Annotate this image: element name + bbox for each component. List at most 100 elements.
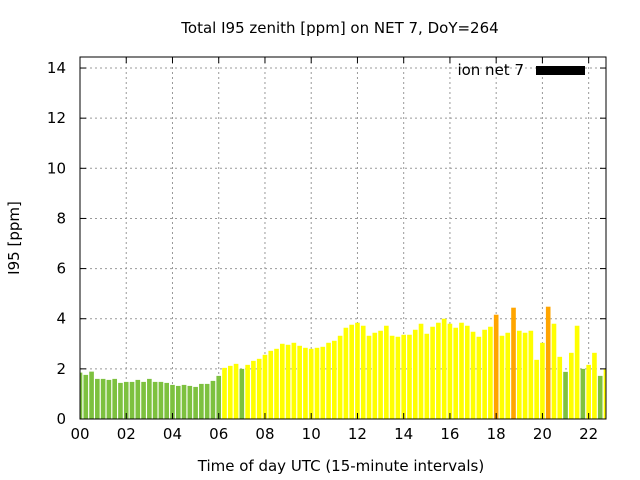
bar: [216, 375, 222, 419]
bar: [337, 335, 343, 419]
bar: [245, 364, 250, 419]
bar: [557, 356, 563, 419]
bar: [285, 344, 291, 419]
bar: [233, 363, 239, 419]
plot-border: [79, 56, 607, 420]
bar: [349, 324, 354, 419]
bar: [389, 335, 395, 419]
bar: [384, 325, 389, 419]
x-tick-label: 16: [440, 425, 459, 443]
bar: [308, 348, 314, 419]
bar: [516, 330, 522, 419]
bar: [123, 381, 129, 419]
x-tick-label: 04: [163, 425, 182, 443]
x-tick-label: 02: [117, 425, 136, 443]
bar: [187, 385, 193, 419]
bar: [563, 371, 568, 419]
bar: [181, 384, 187, 419]
bar: [482, 329, 487, 419]
bar: [204, 383, 210, 419]
y-tick-label: 12: [47, 109, 66, 127]
bar: [493, 314, 499, 419]
bar: [395, 336, 401, 419]
bar: [418, 323, 424, 419]
bar: [586, 364, 591, 419]
bar: [412, 329, 418, 419]
bar: [175, 385, 181, 419]
bar: [239, 368, 245, 419]
bar: [476, 336, 482, 419]
bar: [268, 350, 274, 419]
bar: [152, 381, 158, 419]
x-tick-label: 12: [348, 425, 367, 443]
bar: [522, 332, 528, 419]
y-tick-label: 2: [56, 360, 66, 378]
bar: [511, 307, 516, 419]
bars: [80, 306, 606, 419]
bar: [436, 322, 441, 419]
bar: [603, 368, 606, 419]
bar: [222, 367, 227, 419]
bar: [499, 335, 505, 419]
bar: [407, 334, 412, 419]
bar: [326, 342, 331, 419]
bar: [488, 326, 493, 419]
bar: [447, 323, 453, 419]
bar: [424, 333, 430, 419]
x-tick-label: 10: [302, 425, 321, 443]
bar: [320, 346, 326, 419]
bar: [297, 345, 302, 419]
bar: [106, 379, 112, 419]
bar: [227, 365, 233, 419]
bar: [470, 331, 476, 419]
bar: [430, 326, 435, 419]
legend-swatch: [536, 66, 585, 75]
bar: [147, 378, 152, 419]
bar: [83, 374, 89, 419]
y-axis-label: I95 [ppm]: [5, 201, 23, 275]
bar: [262, 354, 268, 419]
bar: [343, 327, 349, 419]
bar: [141, 381, 146, 419]
chart-title: Total I95 zenith [ppm] on NET 7, DoY=264: [180, 19, 498, 37]
bar: [303, 347, 308, 419]
x-tick-label: 14: [394, 425, 413, 443]
legend: ion net 7: [457, 61, 585, 79]
bar: [95, 378, 100, 419]
legend-label: ion net 7: [457, 61, 524, 79]
x-axis-label: Time of day UTC (15-minute intervals): [197, 457, 484, 475]
bar: [100, 378, 106, 419]
bar: [164, 382, 170, 419]
bar: [597, 375, 603, 419]
bar: [135, 379, 141, 419]
y-tick-label: 14: [47, 59, 66, 77]
bar: [291, 342, 297, 419]
y-tick-label: 8: [56, 209, 66, 227]
bar: [251, 360, 256, 419]
x-tick-label: 20: [533, 425, 552, 443]
bar: [505, 332, 511, 419]
bar: [464, 325, 470, 419]
y-tick-label: 4: [56, 310, 66, 328]
bar: [129, 381, 135, 419]
bar: [551, 323, 557, 419]
bar: [199, 383, 204, 419]
bar: [89, 371, 94, 419]
bar: [540, 342, 545, 419]
x-tick-label: 06: [209, 425, 228, 443]
bar: [210, 380, 216, 419]
bar: [534, 359, 539, 419]
bar: [528, 330, 534, 419]
bar: [580, 368, 586, 419]
bar: [592, 352, 597, 419]
x-tick-label: 00: [70, 425, 89, 443]
y-tick-label: 0: [56, 410, 66, 428]
bar: [574, 325, 580, 419]
bar: [355, 322, 360, 419]
bar: [459, 322, 464, 419]
bar: [112, 378, 117, 419]
bar: [193, 386, 198, 419]
bar: [170, 384, 175, 419]
